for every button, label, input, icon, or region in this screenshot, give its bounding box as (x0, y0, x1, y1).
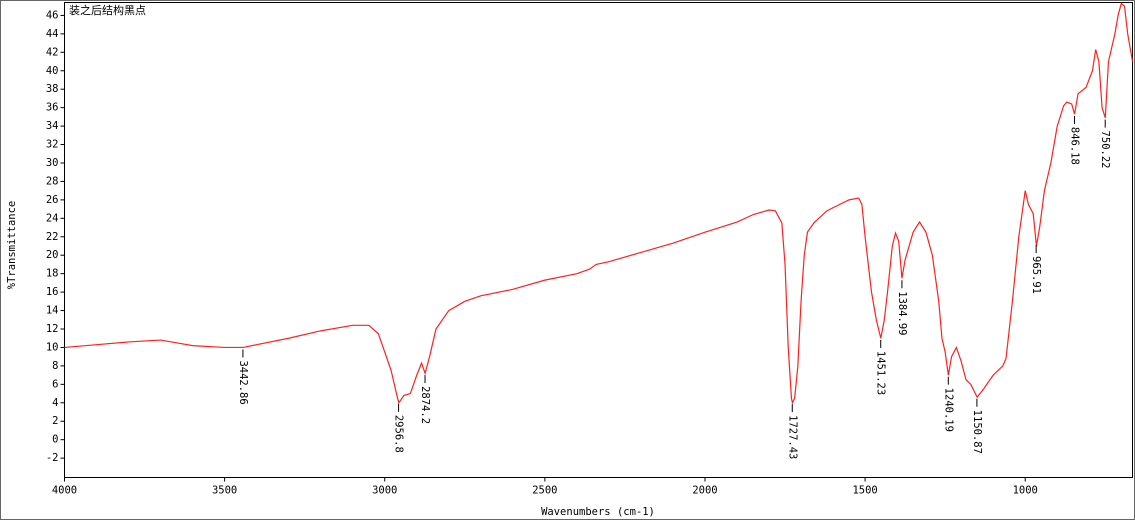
x-axis-label: Wavenumbers (cm-1) (541, 506, 655, 518)
y-tick-label: 8 (52, 360, 58, 372)
y-tick-label: 10 (46, 341, 59, 353)
x-tick-label: 2500 (532, 485, 557, 497)
y-tick-label: 22 (46, 231, 59, 243)
y-tick-label: 4 (52, 397, 58, 409)
x-tick-label: 1500 (852, 485, 877, 497)
y-tick-label: 12 (46, 323, 59, 335)
plot-frame (64, 2, 1133, 478)
x-tick-label: 1000 (1013, 485, 1038, 497)
x-tick-label: 3000 (372, 485, 397, 497)
y-tick-label: 18 (46, 268, 59, 280)
peak-label: 1150.87 (971, 410, 983, 454)
y-tick-label: 38 (46, 83, 59, 95)
peak-label: 2956.8 (393, 415, 405, 453)
y-tick-label: 36 (46, 102, 59, 114)
peak-label: 1727.43 (786, 415, 798, 459)
y-tick-label: 30 (46, 157, 59, 169)
spectrum-line (64, 2, 1134, 405)
y-tick-label: 28 (46, 175, 59, 187)
x-tick-label: 4000 (52, 485, 77, 497)
y-tick-label: 14 (46, 305, 59, 317)
peak-label: 965.91 (1030, 256, 1042, 294)
y-tick-label: 46 (46, 9, 59, 21)
peak-label: 3442.86 (237, 360, 249, 404)
y-tick-label: 26 (46, 194, 59, 206)
y-tick-label: 44 (46, 28, 59, 40)
y-tick-label: 0 (52, 434, 58, 446)
y-tick-label: 34 (46, 120, 59, 132)
peak-label: 1384.99 (896, 291, 908, 335)
peak-label: 2874.2 (419, 386, 431, 424)
peak-label: 846.18 (1068, 127, 1080, 165)
chart-title: 装之后结构黑点 (69, 3, 146, 17)
x-tick-label: 2000 (692, 485, 717, 497)
y-tick-label: 40 (46, 65, 59, 77)
y-tick-label: 2 (52, 415, 58, 427)
y-tick-label: 20 (46, 249, 59, 261)
peak-label: 750.22 (1099, 131, 1111, 169)
y-tick-label: 24 (46, 212, 59, 224)
y-tick-label: 32 (46, 139, 59, 151)
y-tick-label: 6 (52, 378, 58, 390)
y-tick-label: -2 (46, 452, 59, 464)
y-tick-label: 42 (46, 46, 59, 58)
y-axis-label: %Transmittance (6, 201, 18, 290)
peak-label: 1240.19 (942, 388, 954, 432)
peak-label: 1451.23 (875, 351, 887, 395)
y-tick-label: 16 (46, 286, 59, 298)
x-tick-label: 3500 (212, 485, 237, 497)
